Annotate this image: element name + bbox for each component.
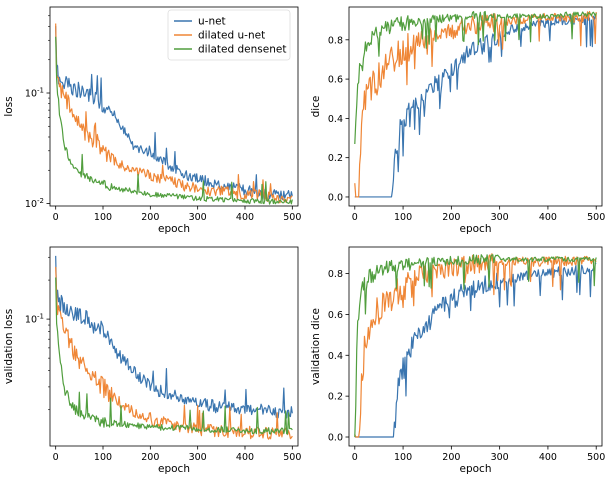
x-tick-label: 300 [491,212,509,223]
x-tick-label: 500 [587,212,605,223]
x-tick-label: 400 [236,452,254,463]
y-axis-label: validation dice [310,308,322,385]
y-tick-label: 0.4 [328,114,343,125]
series-line-dilated-densenet [55,277,293,435]
y-tick-label: 0.8 [328,35,343,46]
validation-dice-panel: 0 100 200 300 400 500 0.0 0.2 0.4 0.6 0.8 epoch vali… [310,246,605,475]
legend-entry: u-net [198,16,226,28]
series-line-dilated-u-net [55,23,293,204]
x-axis-label: epoch [460,223,492,235]
x-tick-label: 200 [442,212,460,223]
x-tick-label: 100 [94,212,112,223]
x-tick-label: 500 [283,452,301,463]
axes-frame [49,6,299,207]
series-line-u-net [354,14,597,198]
series-line-dilated-densenet [55,36,293,205]
x-tick-label: 0 [352,452,358,463]
legend-box [167,9,291,61]
y-tick-label: 0.6 [328,75,343,86]
x-tick-label: 200 [141,212,159,223]
x-tick-label: 400 [236,212,254,223]
y-tick-label: 10-1 [25,313,44,326]
series-line-u-net [354,262,597,438]
x-axis-label: epoch [158,463,190,475]
legend-entry: dilated u-net [198,30,265,42]
loss-panel: 0 100 200 300 400 500 10-1 10-2 epoch loss [3,6,301,235]
y-tick-label: 0.8 [328,269,343,280]
y-tick-label: 0.0 [328,433,343,444]
y-tick-label: 0.2 [328,153,343,164]
y-axis-label: loss [3,96,15,116]
y-axis-label: dice [310,96,322,118]
validation-loss-panel: 0 100 200 300 400 500 10-1 epoch validation loss [3,246,301,475]
x-axis-label: epoch [460,463,492,475]
legend-entry: dilated densenet [198,44,286,56]
series-line-dilated-densenet [354,10,597,145]
y-tick-label: 0.4 [328,351,343,362]
x-tick-label: 100 [394,212,412,223]
legend: u-net dilated u-net dilated densenet [167,9,291,61]
dice-panel: 0 100 200 300 400 500 0.0 0.2 0.4 0.6 0.8 epoch dice [310,6,605,235]
y-tick-label: 0.0 [328,192,343,203]
series-line-dilated-u-net [354,253,597,438]
x-tick-label: 0 [53,452,59,463]
x-tick-label: 400 [539,212,557,223]
y-tick-label: 0.2 [328,392,343,403]
x-tick-label: 100 [94,452,112,463]
x-tick-label: 100 [394,452,412,463]
y-axis-label: validation loss [3,309,15,384]
x-tick-label: 500 [283,212,301,223]
axes-frame [49,246,299,447]
x-tick-label: 400 [539,452,557,463]
y-tick-label: 10-2 [25,197,44,210]
axes-frame [348,6,603,207]
series-line-u-net [55,255,293,419]
x-tick-label: 0 [53,212,59,223]
x-tick-label: 500 [587,452,605,463]
series-line-dilated-u-net [354,10,597,198]
x-axis-label: epoch [158,223,190,235]
x-tick-label: 0 [352,212,358,223]
x-tick-label: 300 [491,452,509,463]
x-tick-label: 200 [442,452,460,463]
x-tick-label: 300 [189,452,207,463]
y-tick-label: 0.6 [328,310,343,321]
axes-frame [348,246,603,447]
x-tick-label: 200 [141,452,159,463]
series-line-dilated-densenet [354,254,597,438]
y-tick-label: 10-1 [25,87,44,100]
x-tick-label: 300 [189,212,207,223]
